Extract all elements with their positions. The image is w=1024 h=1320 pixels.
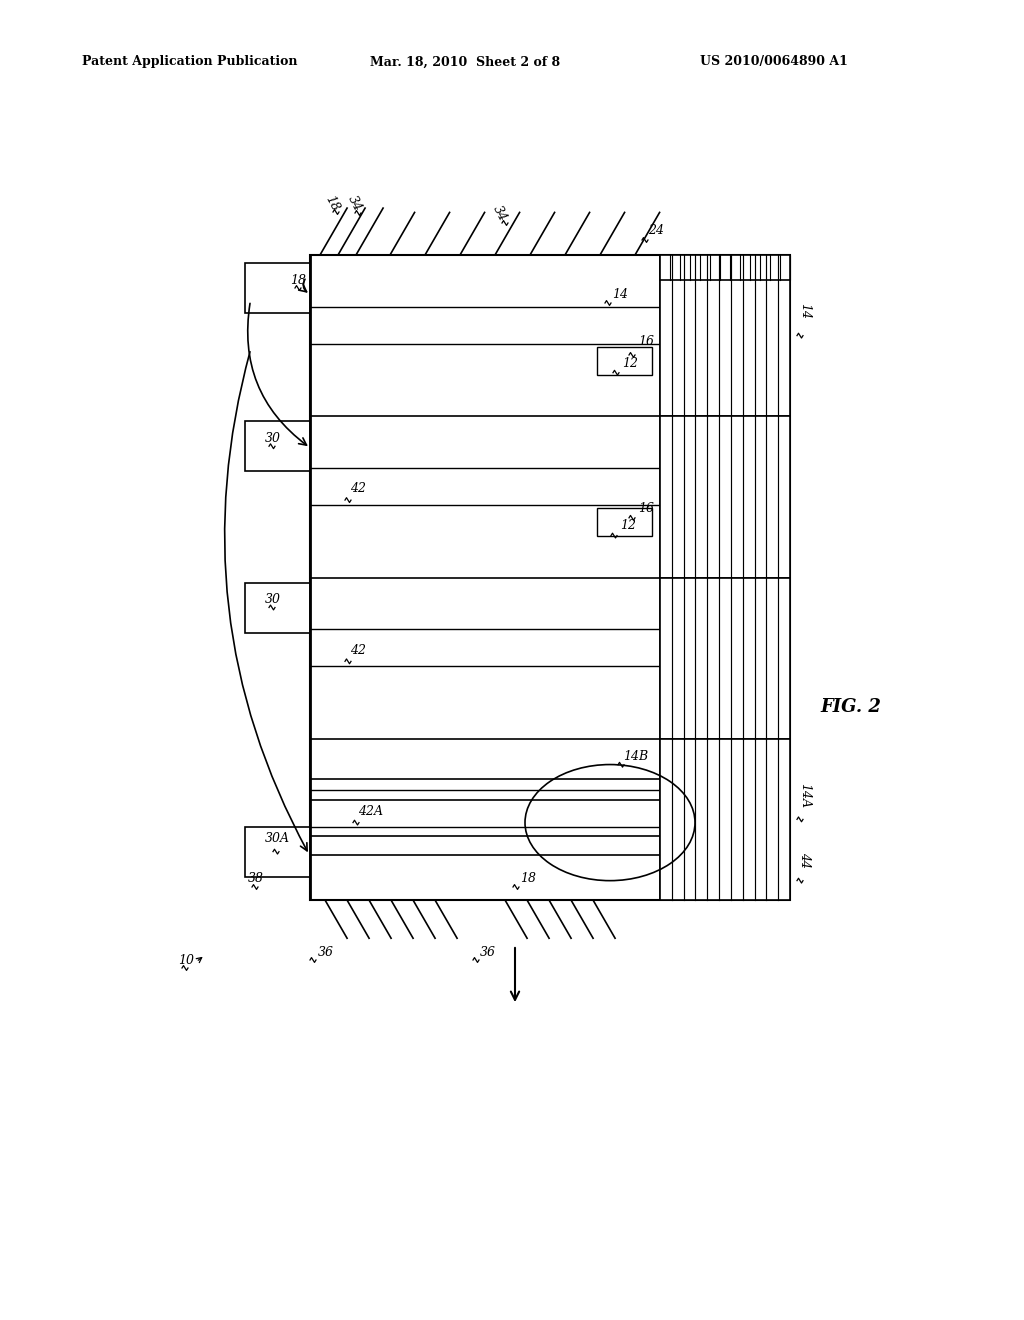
Text: 14B: 14B bbox=[623, 750, 648, 763]
Bar bbox=[660, 255, 790, 416]
Text: 18: 18 bbox=[290, 273, 306, 286]
Text: 16: 16 bbox=[638, 502, 654, 515]
Text: 36: 36 bbox=[318, 945, 334, 958]
Text: 10: 10 bbox=[178, 953, 194, 966]
Bar bbox=[245, 828, 310, 878]
Bar bbox=[310, 255, 790, 900]
Text: 14: 14 bbox=[798, 304, 811, 319]
Text: 12: 12 bbox=[620, 519, 636, 532]
Text: 42: 42 bbox=[350, 644, 366, 656]
Text: 30: 30 bbox=[265, 593, 281, 606]
Text: 30: 30 bbox=[265, 432, 281, 445]
Text: 34: 34 bbox=[490, 203, 509, 223]
Text: 30A: 30A bbox=[265, 832, 290, 845]
Bar bbox=[660, 578, 790, 739]
Text: 44: 44 bbox=[798, 851, 811, 867]
Text: US 2010/0064890 A1: US 2010/0064890 A1 bbox=[700, 55, 848, 69]
Text: Mar. 18, 2010  Sheet 2 of 8: Mar. 18, 2010 Sheet 2 of 8 bbox=[370, 55, 560, 69]
Bar bbox=[245, 263, 310, 313]
Bar bbox=[660, 739, 790, 900]
Bar bbox=[660, 255, 790, 280]
Text: 14A: 14A bbox=[798, 783, 811, 808]
Text: 16: 16 bbox=[638, 335, 654, 348]
Bar bbox=[245, 582, 310, 632]
Text: 42A: 42A bbox=[358, 805, 383, 818]
Bar bbox=[597, 347, 652, 375]
Bar bbox=[597, 508, 652, 536]
Text: 34: 34 bbox=[345, 193, 364, 213]
Text: 14: 14 bbox=[612, 289, 628, 301]
Text: 42: 42 bbox=[350, 482, 366, 495]
Bar bbox=[660, 255, 790, 280]
Text: 18: 18 bbox=[322, 193, 341, 213]
Text: 24: 24 bbox=[648, 223, 664, 236]
Text: 18: 18 bbox=[520, 871, 536, 884]
Text: 38: 38 bbox=[248, 871, 264, 884]
Bar bbox=[660, 416, 790, 578]
Text: 36: 36 bbox=[480, 945, 496, 958]
Text: 12: 12 bbox=[622, 356, 638, 370]
Text: FIG. 2: FIG. 2 bbox=[820, 697, 881, 715]
Text: Patent Application Publication: Patent Application Publication bbox=[82, 55, 298, 69]
Bar bbox=[245, 421, 310, 471]
